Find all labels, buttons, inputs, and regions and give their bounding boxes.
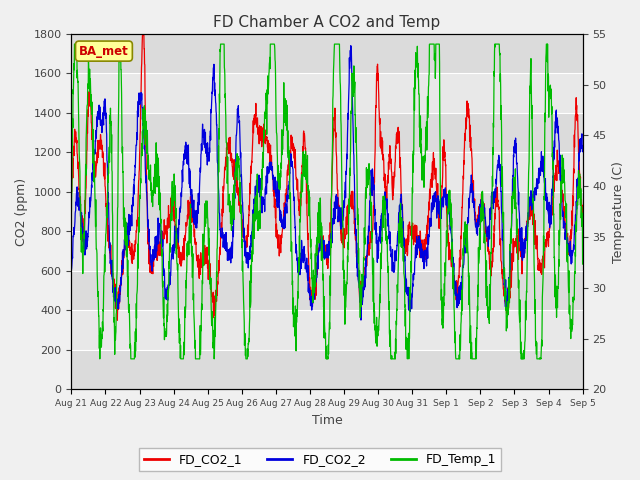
Title: FD Chamber A CO2 and Temp: FD Chamber A CO2 and Temp: [213, 15, 440, 30]
Bar: [72, 34, 582, 73]
Text: BA_met: BA_met: [79, 45, 129, 58]
Bar: [72, 113, 582, 153]
Bar: [72, 271, 582, 311]
Bar: [72, 192, 582, 231]
X-axis label: Time: Time: [312, 414, 342, 427]
Y-axis label: Temperature (C): Temperature (C): [612, 161, 625, 263]
Bar: [72, 350, 582, 389]
Legend: FD_CO2_1, FD_CO2_2, FD_Temp_1: FD_CO2_1, FD_CO2_2, FD_Temp_1: [139, 448, 501, 471]
Y-axis label: CO2 (ppm): CO2 (ppm): [15, 178, 28, 246]
